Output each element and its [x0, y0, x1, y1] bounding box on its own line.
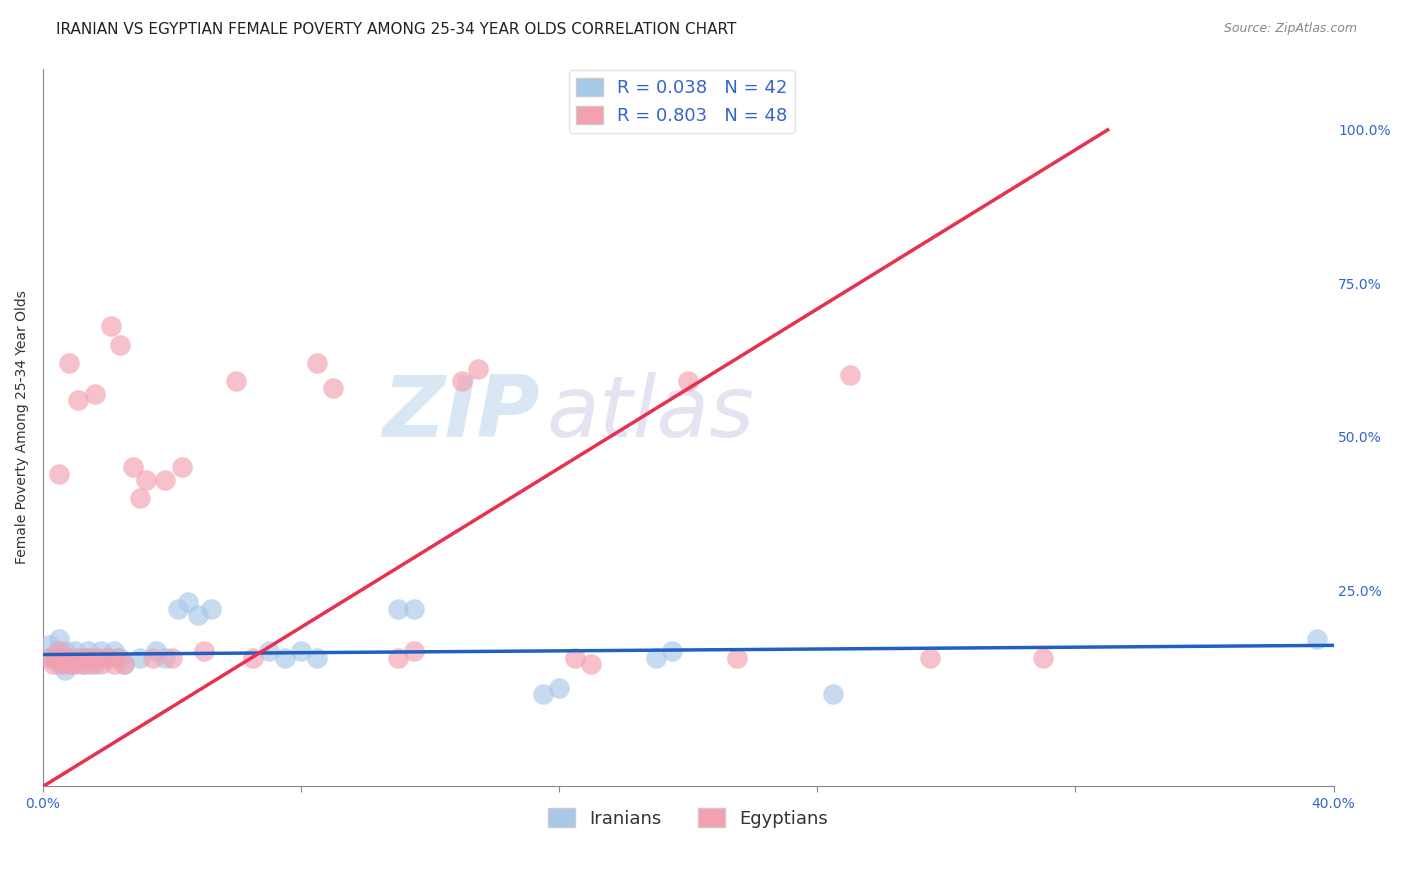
Point [38, 650, 60, 665]
Point [402, 601, 425, 615]
Point [48, 632, 70, 647]
Point [103, 657, 125, 671]
Point [387, 601, 409, 615]
Point [274, 650, 297, 665]
Point [142, 650, 165, 665]
Point [45, 650, 67, 665]
Point [80, 657, 103, 671]
Point [155, 473, 177, 487]
Point [63, 644, 86, 658]
Point [96, 650, 118, 665]
Text: atlas: atlas [547, 372, 754, 455]
Point [63, 657, 86, 671]
Point [51, 657, 73, 671]
Point [70, 657, 93, 671]
Point [823, 688, 845, 702]
Point [387, 650, 409, 665]
Point [177, 595, 200, 609]
Point [531, 688, 554, 702]
Point [112, 657, 135, 671]
Point [1306, 632, 1329, 647]
Point [105, 650, 128, 665]
Y-axis label: Female Poverty Among 25-34 Year Olds: Female Poverty Among 25-34 Year Olds [15, 291, 30, 565]
Point [70, 650, 93, 665]
Point [451, 375, 474, 389]
Point [128, 491, 150, 505]
Point [838, 368, 860, 383]
Point [45, 644, 67, 658]
Point [41, 650, 63, 665]
Point [193, 644, 215, 658]
Point [58, 356, 80, 370]
Point [225, 375, 247, 389]
Point [581, 657, 603, 671]
Point [920, 650, 942, 665]
Point [73, 657, 96, 671]
Point [467, 362, 489, 376]
Point [122, 460, 145, 475]
Point [80, 650, 103, 665]
Point [77, 650, 100, 665]
Point [51, 650, 73, 665]
Point [112, 657, 135, 671]
Point [41, 657, 63, 671]
Point [290, 644, 312, 658]
Point [48, 657, 70, 671]
Point [135, 473, 157, 487]
Point [87, 650, 110, 665]
Point [55, 650, 77, 665]
Point [67, 650, 90, 665]
Point [55, 663, 77, 677]
Point [67, 392, 90, 407]
Point [58, 657, 80, 671]
Point [60, 657, 83, 671]
Point [322, 381, 344, 395]
Point [257, 644, 280, 658]
Point [242, 650, 264, 665]
Point [48, 467, 70, 481]
Point [60, 650, 83, 665]
Point [38, 638, 60, 652]
Point [661, 644, 683, 658]
Point [402, 644, 425, 658]
Point [48, 644, 70, 658]
Point [645, 650, 668, 665]
Point [73, 650, 96, 665]
Point [155, 650, 177, 665]
Point [87, 650, 110, 665]
Point [103, 644, 125, 658]
Point [110, 337, 132, 351]
Text: ZIP: ZIP [382, 372, 540, 455]
Point [167, 601, 190, 615]
Point [170, 460, 193, 475]
Point [90, 657, 112, 671]
Point [725, 650, 748, 665]
Point [58, 650, 80, 665]
Text: IRANIAN VS EGYPTIAN FEMALE POVERTY AMONG 25-34 YEAR OLDS CORRELATION CHART: IRANIAN VS EGYPTIAN FEMALE POVERTY AMONG… [56, 22, 737, 37]
Point [145, 644, 167, 658]
Point [110, 650, 132, 665]
Point [307, 356, 329, 370]
Point [77, 644, 100, 658]
Legend: Iranians, Egyptians: Iranians, Egyptians [541, 801, 835, 835]
Point [548, 681, 571, 696]
Point [55, 644, 77, 658]
Point [307, 650, 329, 665]
Point [96, 650, 118, 665]
Point [100, 319, 122, 334]
Point [564, 650, 586, 665]
Text: Source: ZipAtlas.com: Source: ZipAtlas.com [1223, 22, 1357, 36]
Point [187, 607, 209, 622]
Point [1032, 650, 1054, 665]
Point [160, 650, 183, 665]
Point [676, 375, 699, 389]
Point [200, 601, 222, 615]
Point [83, 386, 105, 401]
Point [90, 644, 112, 658]
Point [83, 657, 105, 671]
Point [128, 650, 150, 665]
